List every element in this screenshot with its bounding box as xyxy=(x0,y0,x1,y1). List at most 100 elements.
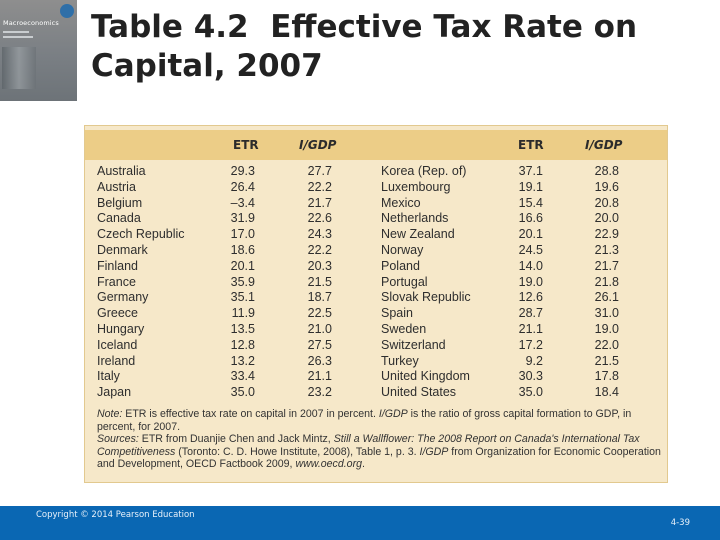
igdp-value: 21.1 xyxy=(307,369,332,384)
etr-value: 18.6 xyxy=(230,242,255,257)
slide-title: Table 4.2 Effective Tax Rate on Capital,… xyxy=(91,8,711,86)
etr-value: –3.4 xyxy=(230,195,255,210)
igdp-value: 18.4 xyxy=(594,385,619,400)
etr-value: 15.4 xyxy=(518,195,543,210)
etr-value: 17.0 xyxy=(230,227,255,242)
country-name: Austria xyxy=(97,179,136,194)
igdp-value: 31.0 xyxy=(594,306,619,321)
igdp-value: 22.5 xyxy=(307,306,332,321)
country-name: Iceland xyxy=(97,337,138,352)
etr-value: 20.1 xyxy=(518,227,543,242)
etr-value: 19.1 xyxy=(518,179,543,194)
etr-value: 31.9 xyxy=(230,211,255,226)
table-row: Czech Republic 17.0 24.3 New Zealand 20.1 22.… xyxy=(85,227,667,243)
table-row: Hungary 13.5 21.0 Sweden 21.1 19.0 xyxy=(85,322,667,338)
etr-value: 13.2 xyxy=(230,353,255,368)
country-name: Denmark xyxy=(97,242,148,257)
cover-art xyxy=(2,47,36,89)
country-name: Hungary xyxy=(97,321,145,336)
country-name: Czech Republic xyxy=(97,227,185,242)
table-body: Australia 29.3 27.7 Korea (Rep. of) 37.1 28.8… xyxy=(85,164,667,401)
note-igdp: I/GDP xyxy=(378,408,408,420)
etr-value: 35.0 xyxy=(230,385,255,400)
country-name: Netherlands xyxy=(381,211,449,226)
igdp-value: 22.9 xyxy=(594,227,619,242)
igdp-value: 21.7 xyxy=(594,258,619,273)
table-row: Belgium –3.4 21.7 Mexico 15.4 20.8 xyxy=(85,196,667,212)
page-number: 4-39 xyxy=(670,518,690,528)
etr-value: 13.5 xyxy=(230,321,255,336)
igdp-value: 22.2 xyxy=(307,179,332,194)
igdp-value: 19.0 xyxy=(594,321,619,336)
country-name: Turkey xyxy=(381,353,419,368)
sources-igdp: I/GDP xyxy=(419,445,449,458)
sources-end: . xyxy=(362,458,365,471)
table-row: Ireland 13.2 26.3 Turkey 9.2 21.5 xyxy=(85,354,667,370)
sources-text-2: (Toronto: C. D. Howe Institute, 2008), T… xyxy=(175,445,420,458)
sources-text-1: ETR from Duanjie Chen and Jack Mintz, xyxy=(138,433,334,446)
note-text-1: ETR is effective tax rate on capital in … xyxy=(122,408,379,420)
igdp-value: 27.5 xyxy=(307,337,332,352)
table-row: Australia 29.3 27.7 Korea (Rep. of) 37.1 28.8 xyxy=(85,164,667,180)
country-name: Greece xyxy=(97,306,138,321)
igdp-value: 17.8 xyxy=(594,369,619,384)
table-row: Finland 20.1 20.3 Poland 14.0 21.7 xyxy=(85,259,667,275)
table-row: Iceland 12.8 27.5 Switzerland 17.2 22.0 xyxy=(85,338,667,354)
igdp-value: 24.3 xyxy=(307,227,332,242)
igdp-value: 20.3 xyxy=(307,258,332,273)
igdp-value: 21.0 xyxy=(307,321,332,336)
country-name: Canada xyxy=(97,211,141,226)
sources-label: Sources: xyxy=(97,433,139,446)
table-row: Germany 35.1 18.7 Slovak Republic 12.6 26.1 xyxy=(85,290,667,306)
etr-value: 35.9 xyxy=(230,274,255,289)
etr-value: 11.9 xyxy=(231,306,255,321)
note-text-2: is the ratio of gross capital formation … xyxy=(97,408,632,433)
cover-text-line xyxy=(3,36,33,38)
etr-value: 14.0 xyxy=(518,258,543,273)
country-name: Sweden xyxy=(381,321,427,336)
igdp-value: 21.8 xyxy=(594,274,619,289)
sources: Sources: ETR from Duanjie Chen and Jack … xyxy=(97,433,662,471)
country-name: Spain xyxy=(381,306,413,321)
table-number: Table 4.2 xyxy=(91,9,249,45)
etr-value: 37.1 xyxy=(518,164,543,178)
etr-value: 19.0 xyxy=(518,274,543,289)
etr-value: 12.6 xyxy=(518,290,543,305)
book-cover-thumbnail: Macroeconomics xyxy=(0,0,77,101)
etr-value: 26.4 xyxy=(230,179,255,194)
igdp-value: 20.0 xyxy=(594,211,619,226)
igdp-value: 19.6 xyxy=(594,179,619,194)
country-name: Japan xyxy=(97,385,132,400)
table-row: Italy 33.4 21.1 United Kingdom 30.3 17.8 xyxy=(85,369,667,385)
igdp-value: 21.7 xyxy=(307,195,332,210)
etr-value: 17.2 xyxy=(518,337,543,352)
table-row: Greece 11.9 22.5 Spain 28.7 31.0 xyxy=(85,306,667,322)
header-igdp-right: I/GDP xyxy=(585,138,623,152)
country-name: France xyxy=(97,274,136,289)
country-name: Switzerland xyxy=(381,337,446,352)
table-notes: Note: ETR is effective tax rate on capit… xyxy=(97,408,662,471)
country-name: Poland xyxy=(381,258,420,273)
cover-badge-icon xyxy=(60,4,74,18)
etr-value: 35.1 xyxy=(230,290,255,305)
igdp-value: 20.8 xyxy=(594,195,619,210)
country-name: Ireland xyxy=(97,353,136,368)
country-name: New Zealand xyxy=(381,227,455,242)
etr-value: 28.7 xyxy=(518,306,543,321)
igdp-value: 22.0 xyxy=(594,337,619,352)
igdp-value: 27.7 xyxy=(307,164,332,178)
sources-work: Still a Wallflower: The 2008 Report on C… xyxy=(97,433,640,458)
country-name: United Kingdom xyxy=(381,369,470,384)
etr-value: 20.1 xyxy=(230,258,255,273)
etr-value: 29.3 xyxy=(230,164,255,178)
country-name: Germany xyxy=(97,290,149,305)
header-igdp-left: I/GDP xyxy=(299,138,337,152)
header-etr-right: ETR xyxy=(518,138,544,152)
etr-value: 12.8 xyxy=(230,337,255,352)
etr-value: 16.6 xyxy=(518,211,543,226)
igdp-value: 22.6 xyxy=(307,211,332,226)
etr-value: 33.4 xyxy=(230,369,255,384)
etr-value: 24.5 xyxy=(518,242,543,257)
etr-value: 30.3 xyxy=(518,369,543,384)
table-row: France 35.9 21.5 Portugal 19.0 21.8 xyxy=(85,275,667,291)
